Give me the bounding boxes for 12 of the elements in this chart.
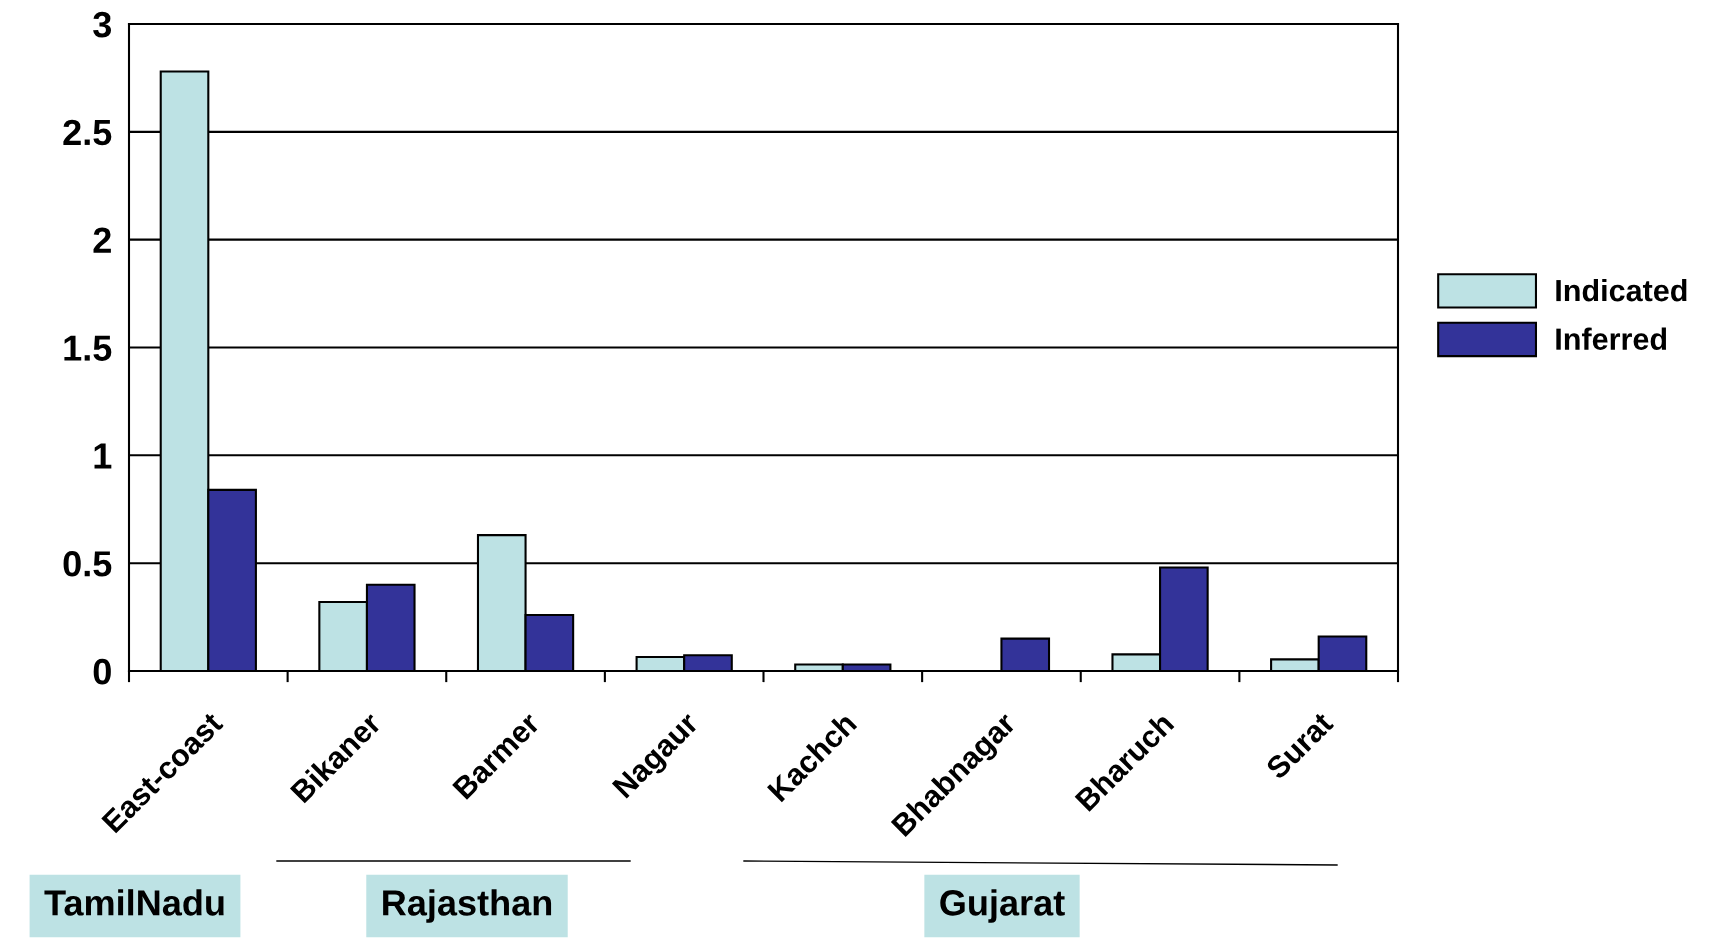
text: Gujarat xyxy=(940,889,1065,923)
text: Rajasthan xyxy=(383,889,552,923)
y-tick-label: 3 xyxy=(93,11,112,38)
y-tick-label: 0.5 xyxy=(63,551,112,577)
y-tick-label: 1.5 xyxy=(64,335,112,361)
y-tick-label: 0 xyxy=(93,658,111,685)
y-tick-label: 1 xyxy=(94,443,112,469)
y-tick-label: 2.5 xyxy=(63,119,112,146)
text: TamilNadu xyxy=(44,889,224,916)
legend-label: Inferred xyxy=(1556,327,1667,350)
y-tick-label: 2 xyxy=(93,227,111,253)
legend-label: Indicated xyxy=(1556,278,1687,302)
